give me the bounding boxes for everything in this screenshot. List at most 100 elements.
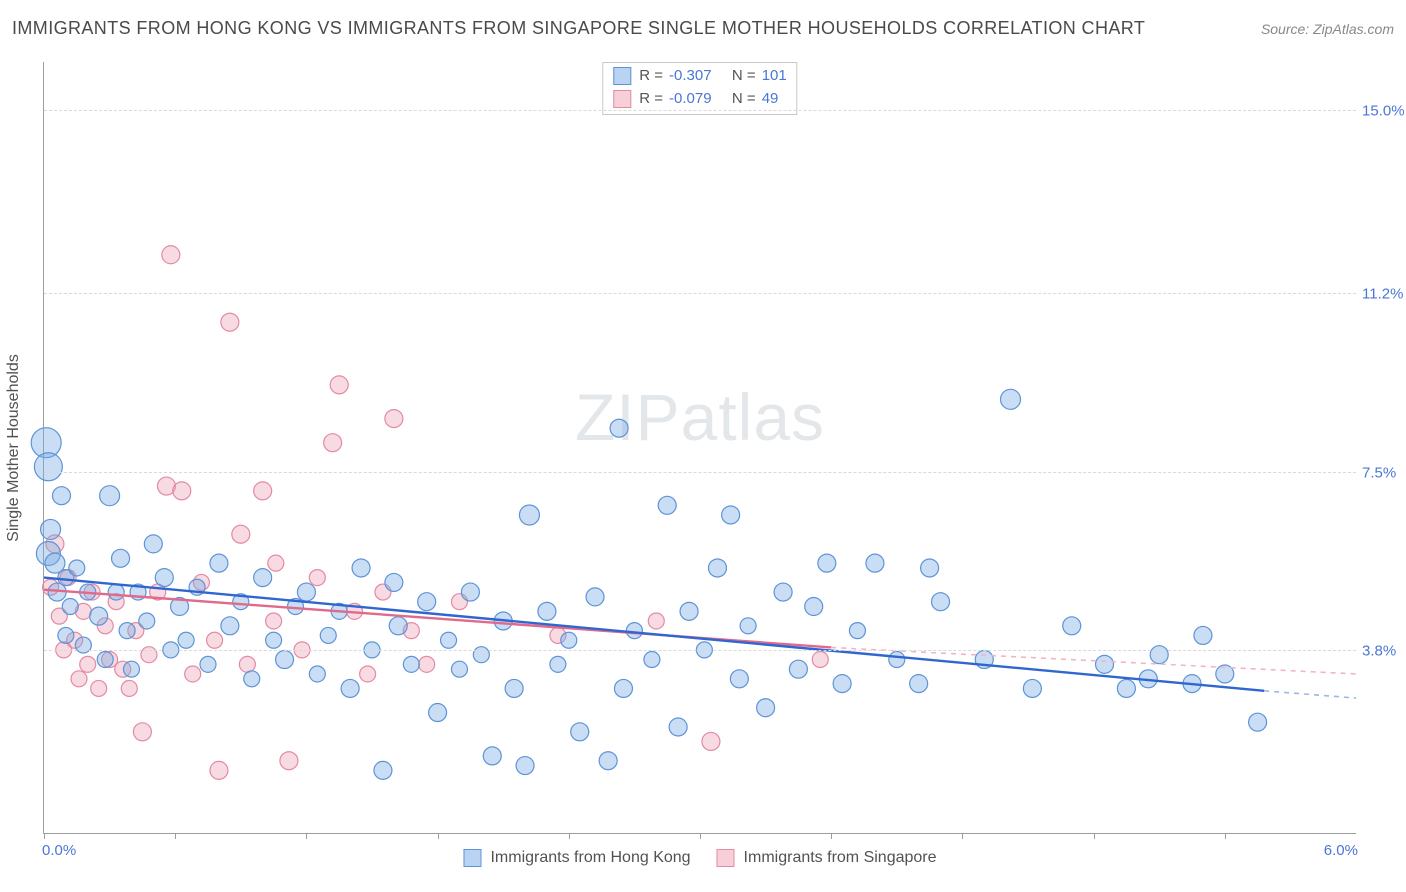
point-sg xyxy=(280,752,298,770)
point-hk xyxy=(708,559,726,577)
point-hk xyxy=(254,569,272,587)
x-tick xyxy=(962,833,963,839)
point-hk xyxy=(90,607,108,625)
y-tick-label: 15.0% xyxy=(1362,103,1406,120)
point-hk xyxy=(1063,617,1081,635)
point-sg xyxy=(702,732,720,750)
r-value-sg: -0.079 xyxy=(669,88,712,111)
point-hk xyxy=(418,593,436,611)
point-hk xyxy=(266,632,282,648)
r-label: R = xyxy=(639,65,663,88)
point-hk xyxy=(244,671,260,687)
point-hk xyxy=(119,623,135,639)
n-label: N = xyxy=(732,65,756,88)
point-hk xyxy=(599,752,617,770)
point-hk xyxy=(740,618,756,634)
point-hk xyxy=(108,584,124,600)
point-hk xyxy=(200,656,216,672)
point-hk xyxy=(586,588,604,606)
point-hk xyxy=(69,560,85,576)
point-sg xyxy=(162,246,180,264)
point-sg xyxy=(210,761,228,779)
point-hk xyxy=(614,679,632,697)
point-hk xyxy=(505,679,523,697)
point-hk xyxy=(680,602,698,620)
point-hk xyxy=(461,583,479,601)
point-hk xyxy=(789,660,807,678)
point-hk xyxy=(100,486,120,506)
point-hk xyxy=(818,554,836,572)
y-tick-label: 11.2% xyxy=(1362,286,1406,303)
point-sg xyxy=(91,680,107,696)
r-label: R = xyxy=(639,88,663,111)
n-value-hk: 101 xyxy=(762,65,787,88)
gridline: 11.2% xyxy=(44,293,1356,294)
y-tick-label: 7.5% xyxy=(1362,464,1406,481)
point-hk xyxy=(441,632,457,648)
x-tick xyxy=(831,833,832,839)
point-hk xyxy=(644,652,660,668)
point-hk xyxy=(155,569,173,587)
point-hk xyxy=(112,549,130,567)
point-hk xyxy=(610,419,628,437)
point-hk xyxy=(1249,713,1267,731)
point-hk xyxy=(571,723,589,741)
point-hk xyxy=(221,617,239,635)
n-value-sg: 49 xyxy=(762,88,779,111)
point-hk xyxy=(178,632,194,648)
point-hk xyxy=(352,559,370,577)
chart-title: IMMIGRANTS FROM HONG KONG VS IMMIGRANTS … xyxy=(12,18,1145,39)
point-hk xyxy=(626,623,642,639)
point-sg xyxy=(268,555,284,571)
swatch-hk-icon xyxy=(463,849,481,867)
x-tick xyxy=(175,833,176,839)
point-hk xyxy=(921,559,939,577)
point-hk xyxy=(1023,679,1041,697)
legend-label-hk: Immigrants from Hong Kong xyxy=(490,849,690,867)
x-tick xyxy=(569,833,570,839)
point-hk xyxy=(309,666,325,682)
point-hk xyxy=(451,661,467,677)
source-name: ZipAtlas.com xyxy=(1313,21,1394,37)
gridline: 7.5% xyxy=(44,472,1356,473)
point-hk xyxy=(144,535,162,553)
point-sg xyxy=(812,652,828,668)
point-hk xyxy=(757,699,775,717)
point-hk xyxy=(62,599,78,615)
point-hk xyxy=(483,747,501,765)
point-sg xyxy=(173,482,191,500)
source-attribution: Source: ZipAtlas.com xyxy=(1261,21,1394,37)
gridline: 15.0% xyxy=(44,110,1356,111)
point-sg xyxy=(385,410,403,428)
legend-label-sg: Immigrants from Singapore xyxy=(744,849,937,867)
point-hk xyxy=(297,583,315,601)
point-hk xyxy=(58,627,74,643)
point-sg xyxy=(71,671,87,687)
point-sg xyxy=(207,632,223,648)
point-sg xyxy=(221,313,239,331)
point-hk xyxy=(774,583,792,601)
point-hk xyxy=(889,652,905,668)
trend-sg-extrap xyxy=(831,647,1356,674)
correlation-legend: R = -0.307 N = 101 R = -0.079 N = 49 xyxy=(602,62,797,115)
x-max-label: 6.0% xyxy=(1324,842,1358,859)
x-tick xyxy=(1225,833,1226,839)
scatter-plot xyxy=(44,62,1356,833)
point-hk xyxy=(516,757,534,775)
chart-area: Single Mother Households ZIPatlas R = -0… xyxy=(43,62,1356,834)
title-bar: IMMIGRANTS FROM HONG KONG VS IMMIGRANTS … xyxy=(12,18,1394,39)
point-hk xyxy=(1194,626,1212,644)
point-hk xyxy=(833,675,851,693)
point-sg xyxy=(239,656,255,672)
gridline: 3.8% xyxy=(44,650,1356,651)
point-sg xyxy=(330,376,348,394)
swatch-sg-icon xyxy=(717,849,735,867)
point-sg xyxy=(133,723,151,741)
point-sg xyxy=(648,613,664,629)
point-hk xyxy=(374,761,392,779)
point-hk xyxy=(849,623,865,639)
r-value-hk: -0.307 xyxy=(669,65,712,88)
point-hk xyxy=(320,627,336,643)
n-label: N = xyxy=(732,88,756,111)
point-hk xyxy=(669,718,687,736)
